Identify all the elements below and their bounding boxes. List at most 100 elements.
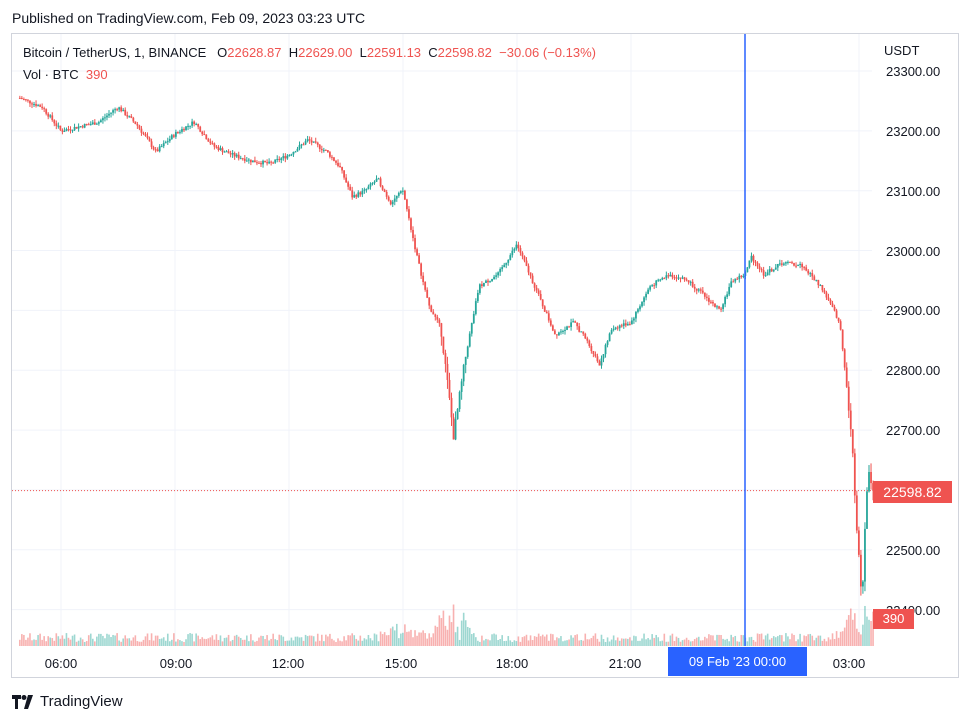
volume-bar xyxy=(748,637,751,646)
candle-body xyxy=(357,192,360,197)
candle-body xyxy=(219,148,222,151)
volume-bar xyxy=(558,638,560,646)
candle-body xyxy=(377,178,380,180)
volume-bar xyxy=(633,635,635,646)
volume-bar xyxy=(272,633,274,646)
candle-body xyxy=(337,162,339,166)
volume-bar xyxy=(94,641,96,646)
candle-body xyxy=(110,112,112,114)
candle-body xyxy=(742,275,745,277)
volume-bar xyxy=(325,634,327,646)
volume-bar xyxy=(531,640,534,646)
candle-body xyxy=(472,313,475,324)
volume-bar xyxy=(756,633,759,646)
volume-bar xyxy=(365,639,368,646)
time-tick: 09:00 xyxy=(159,656,193,671)
volume-bar xyxy=(618,640,621,646)
volume-label[interactable]: Vol · BTC xyxy=(23,67,79,82)
candle-body xyxy=(341,166,343,171)
candle-body xyxy=(843,349,846,368)
volume-bar xyxy=(266,635,268,646)
volume-bar xyxy=(576,634,578,646)
candle-body xyxy=(606,341,609,345)
candle-body xyxy=(612,328,615,330)
volume-bar xyxy=(513,640,516,646)
candle-body xyxy=(665,275,668,279)
volume-bar xyxy=(91,638,94,646)
volume-bar xyxy=(450,622,453,646)
candle-body xyxy=(560,331,562,333)
volume-bar xyxy=(856,628,858,646)
volume-bar xyxy=(843,627,846,646)
volume-bar xyxy=(448,615,451,646)
candle-body xyxy=(673,277,676,279)
volume-bar xyxy=(456,626,459,646)
time-tick: 03:00 xyxy=(832,656,866,671)
volume-bar xyxy=(738,641,741,646)
volume-bar xyxy=(383,632,386,646)
volume-bar xyxy=(568,639,570,646)
candle-body xyxy=(643,297,645,303)
candle-body xyxy=(118,107,121,110)
volume-bar xyxy=(327,636,329,646)
volume-bar xyxy=(310,635,313,646)
volume-bar xyxy=(783,641,785,646)
volume-bar xyxy=(815,637,818,646)
volume-bar xyxy=(351,633,354,646)
volume-bar xyxy=(772,636,775,646)
volume-bar xyxy=(260,635,262,646)
candle-body xyxy=(280,158,283,161)
volume-bar xyxy=(128,638,131,646)
candle-body xyxy=(505,262,508,265)
candle-body xyxy=(576,322,579,327)
volume-bar xyxy=(537,633,540,646)
price-tick: 23200.00 xyxy=(886,124,941,139)
volume-bar xyxy=(67,637,70,646)
candle-body xyxy=(142,132,145,134)
volume-bar xyxy=(616,637,619,646)
volume-bar xyxy=(199,639,202,646)
volume-bar xyxy=(347,635,349,646)
candle-body xyxy=(708,297,710,302)
candle-body xyxy=(361,190,364,195)
volume-bar xyxy=(795,641,797,646)
candle-body xyxy=(81,126,84,128)
volume-bar xyxy=(51,638,54,646)
volume-bar xyxy=(290,637,293,646)
volume-bar xyxy=(87,635,90,646)
candle-body xyxy=(866,491,868,529)
candle-body xyxy=(128,116,131,118)
volume-bar xyxy=(803,635,805,646)
candle-body xyxy=(770,269,773,272)
volume-bar xyxy=(432,633,435,646)
currency-label[interactable]: USDT xyxy=(884,43,920,58)
footer-brand[interactable]: TradingView xyxy=(12,693,123,710)
candle-body xyxy=(416,249,418,256)
volume-bar xyxy=(821,640,824,646)
volume-bar xyxy=(574,635,576,646)
candle-body xyxy=(428,297,431,306)
symbol-title[interactable]: Bitcoin / TetherUS, 1, BINANCE xyxy=(23,45,207,60)
volume-bar xyxy=(280,635,283,646)
candle-body xyxy=(268,161,271,164)
volume-bar xyxy=(669,635,672,646)
volume-bar xyxy=(521,637,524,646)
candle-body xyxy=(393,198,396,202)
candle-body xyxy=(778,263,781,265)
candle-body xyxy=(535,287,538,291)
candle-body xyxy=(766,272,769,276)
volume-bar xyxy=(85,641,88,646)
candle-body xyxy=(855,495,858,531)
candle-body xyxy=(351,190,354,198)
volume-bar xyxy=(758,634,761,646)
high-label: H xyxy=(288,45,299,60)
candle-body xyxy=(724,296,727,305)
candle-body xyxy=(371,183,374,185)
candle-body xyxy=(829,299,832,304)
volume-bar xyxy=(768,639,771,646)
volume-bar xyxy=(158,638,161,646)
candle-body xyxy=(150,141,153,148)
volume-bar xyxy=(79,637,82,646)
price-tick: 22900.00 xyxy=(886,303,941,318)
